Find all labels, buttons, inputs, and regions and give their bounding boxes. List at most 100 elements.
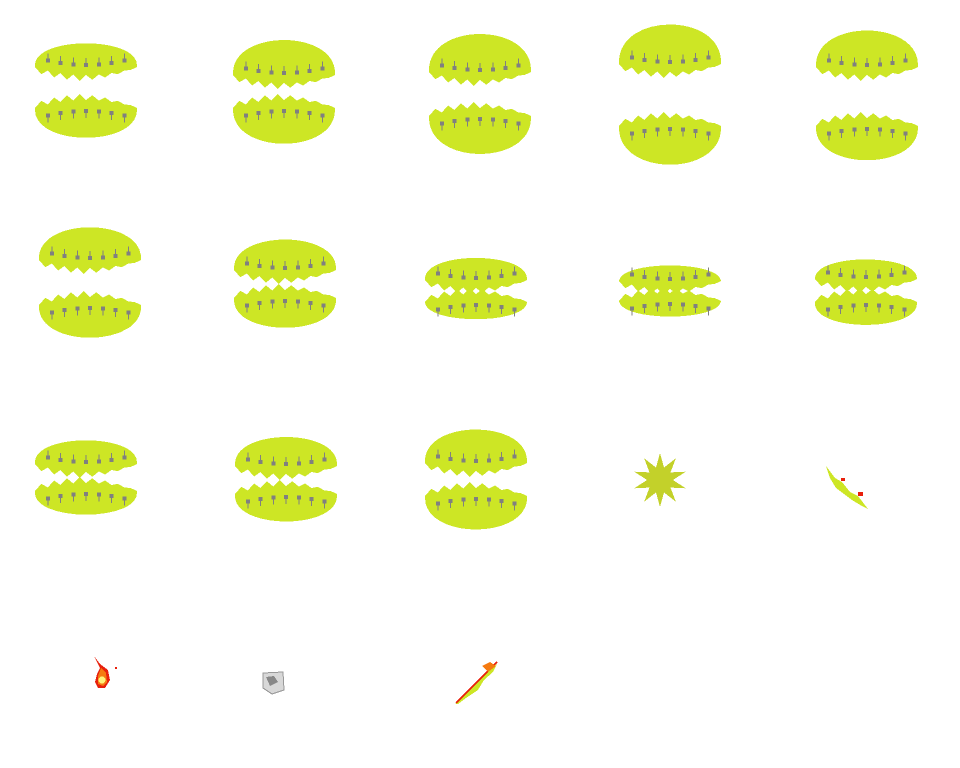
tooth-mark: [283, 299, 287, 303]
tooth-mark: [60, 115, 61, 120]
tooth-mark: [270, 299, 275, 304]
ice-shade: [266, 676, 278, 686]
tooth-mark: [512, 454, 517, 459]
tooth-mark: [877, 62, 882, 67]
tooth-mark: [904, 135, 906, 141]
tooth-mark: [486, 303, 491, 308]
tooth-mark: [655, 59, 660, 64]
tooth-mark: [307, 69, 312, 73]
tooth-mark: [629, 131, 634, 136]
tooth-mark: [656, 54, 658, 60]
tooth-mark: [682, 131, 684, 137]
spark: [115, 667, 117, 669]
tooth-mark: [64, 249, 65, 254]
tooth-mark: [435, 454, 440, 459]
tooth-mark: [682, 54, 684, 60]
tooth-mark: [259, 305, 260, 310]
tooth-mark: [668, 302, 672, 306]
tooth-mark: [642, 129, 647, 133]
tooth-mark: [479, 63, 481, 68]
tooth-mark: [272, 456, 274, 462]
tooth-mark: [285, 499, 287, 504]
tooth-mark: [111, 453, 112, 458]
tooth-mark: [838, 273, 843, 277]
tooth-mark: [115, 249, 116, 254]
tooth-mark: [76, 310, 78, 316]
tooth-mark: [258, 497, 263, 501]
tooth-mark: [891, 268, 892, 273]
tooth-mark: [123, 500, 125, 506]
tooth-mark: [127, 246, 129, 252]
tooth-mark: [879, 57, 881, 63]
tooth-mark: [109, 458, 114, 462]
tooth-mark: [294, 70, 299, 75]
tooth-mark: [271, 461, 276, 466]
tooth-mark: [461, 303, 466, 308]
tooth-mark: [244, 261, 249, 266]
tooth-mark: [284, 303, 286, 308]
tooth-mark: [655, 302, 660, 307]
tooth-mark: [115, 312, 116, 317]
tooth-mark: [516, 63, 521, 68]
tooth-mark: [631, 310, 633, 316]
fire-flame: [482, 662, 496, 672]
tooth-mark: [435, 271, 440, 276]
tooth-mark: [503, 119, 508, 123]
tooth-mark: [295, 299, 300, 304]
tooth-mark: [45, 455, 50, 460]
tooth-mark: [294, 109, 299, 114]
upper-jaw: [39, 227, 141, 274]
tooth-mark: [271, 303, 273, 309]
lower-jaw: [429, 102, 531, 154]
tooth-mark: [903, 58, 908, 63]
tooth-mark: [309, 460, 314, 464]
lower-jaw: [619, 287, 721, 317]
tooth-mark: [707, 135, 709, 141]
tooth-mark: [668, 277, 672, 281]
tooth-mark: [513, 311, 515, 317]
mouth-sprite: [39, 227, 141, 338]
tooth-mark: [98, 57, 100, 63]
tooth-mark: [512, 307, 517, 312]
tooth-mark: [450, 269, 451, 274]
tooth-mark: [892, 56, 893, 61]
tooth-mark: [247, 452, 249, 458]
tooth-mark: [98, 496, 100, 502]
tooth-mark: [501, 269, 502, 274]
upper-jaw: [429, 34, 531, 86]
tooth-mark: [310, 259, 311, 264]
tooth-mark: [629, 55, 634, 60]
tooth-mark: [60, 498, 61, 503]
tooth-mark: [512, 271, 517, 276]
tooth-mark: [322, 499, 327, 504]
tooth-mark: [323, 503, 325, 509]
tooth-mark: [437, 311, 439, 317]
tooth-mark: [474, 303, 478, 307]
tooth-mark: [903, 131, 908, 136]
tooth-mark: [245, 499, 250, 504]
tooth-mark: [840, 309, 841, 314]
tooth-mark: [490, 117, 495, 122]
tooth-mark: [465, 117, 470, 122]
tooth-mark: [474, 459, 478, 463]
ember: [841, 478, 845, 481]
tooth-mark: [706, 55, 711, 60]
tooth-mark: [244, 303, 249, 308]
tooth-mark: [283, 66, 285, 71]
tooth-mark: [72, 496, 74, 502]
tooth-mark: [707, 310, 709, 316]
tooth-mark: [488, 270, 490, 276]
tooth-mark: [102, 310, 104, 316]
tooth-mark: [88, 306, 92, 310]
tooth-mark: [256, 69, 261, 73]
tooth-mark: [84, 109, 88, 113]
star-burst-icon: [634, 453, 686, 507]
tooth-mark: [695, 133, 696, 138]
tooth-mark: [437, 505, 439, 511]
tooth-mark: [668, 127, 672, 131]
tooth-mark: [122, 58, 127, 63]
tooth-mark: [84, 460, 88, 464]
tooth-mark: [271, 495, 276, 500]
tooth-mark: [478, 117, 482, 121]
tooth-mark: [122, 455, 127, 460]
